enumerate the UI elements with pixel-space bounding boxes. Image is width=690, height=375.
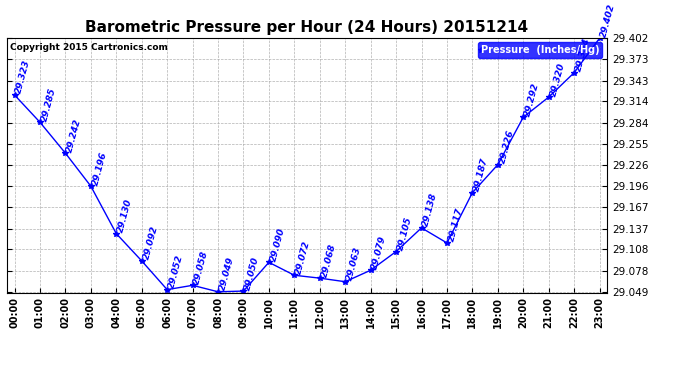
Pressure  (Inches/Hg) (519, 115, 527, 120)
Text: 29.138: 29.138 (422, 192, 439, 228)
Text: 29.285: 29.285 (40, 87, 58, 122)
Text: 29.090: 29.090 (269, 226, 286, 262)
Pressure  (Inches/Hg) (443, 241, 451, 245)
Text: 29.052: 29.052 (167, 254, 185, 290)
Text: 29.196: 29.196 (91, 150, 108, 186)
Text: 29.130: 29.130 (117, 198, 134, 234)
Legend: Pressure  (Inches/Hg): Pressure (Inches/Hg) (478, 42, 602, 58)
Text: 29.092: 29.092 (141, 225, 159, 261)
Text: 29.063: 29.063 (345, 246, 363, 282)
Pressure  (Inches/Hg) (112, 231, 121, 236)
Pressure  (Inches/Hg) (36, 120, 44, 124)
Text: 29.079: 29.079 (371, 234, 388, 270)
Text: 29.226: 29.226 (497, 129, 515, 165)
Text: 29.058: 29.058 (193, 249, 210, 285)
Pressure  (Inches/Hg) (417, 226, 426, 230)
Text: 29.072: 29.072 (295, 240, 312, 275)
Pressure  (Inches/Hg) (265, 260, 273, 265)
Text: 29.292: 29.292 (523, 81, 541, 117)
Pressure  (Inches/Hg) (214, 290, 222, 294)
Pressure  (Inches/Hg) (570, 70, 578, 75)
Text: 29.105: 29.105 (396, 216, 414, 252)
Title: Barometric Pressure per Hour (24 Hours) 20151214: Barometric Pressure per Hour (24 Hours) … (86, 20, 529, 35)
Pressure  (Inches/Hg) (137, 259, 146, 263)
Text: 29.049: 29.049 (218, 256, 236, 292)
Pressure  (Inches/Hg) (61, 151, 70, 155)
Pressure  (Inches/Hg) (239, 289, 248, 293)
Text: 29.320: 29.320 (549, 62, 566, 97)
Pressure  (Inches/Hg) (10, 93, 19, 97)
Pressure  (Inches/Hg) (315, 276, 324, 280)
Line: Pressure  (Inches/Hg): Pressure (Inches/Hg) (12, 36, 602, 294)
Pressure  (Inches/Hg) (87, 184, 95, 189)
Pressure  (Inches/Hg) (392, 249, 400, 254)
Text: 29.068: 29.068 (319, 242, 337, 278)
Pressure  (Inches/Hg) (163, 287, 171, 292)
Pressure  (Inches/Hg) (595, 36, 604, 40)
Pressure  (Inches/Hg) (341, 279, 349, 284)
Text: 29.242: 29.242 (66, 117, 83, 153)
Pressure  (Inches/Hg) (366, 268, 375, 273)
Pressure  (Inches/Hg) (469, 190, 477, 195)
Text: 29.323: 29.323 (14, 59, 32, 95)
Text: 29.187: 29.187 (473, 157, 490, 193)
Text: 29.402: 29.402 (600, 3, 618, 38)
Pressure  (Inches/Hg) (544, 95, 553, 99)
Text: 29.117: 29.117 (447, 207, 464, 243)
Text: 29.050: 29.050 (244, 255, 261, 291)
Text: 29.354: 29.354 (574, 37, 592, 73)
Pressure  (Inches/Hg) (493, 162, 502, 167)
Pressure  (Inches/Hg) (188, 283, 197, 288)
Pressure  (Inches/Hg) (290, 273, 299, 278)
Text: Copyright 2015 Cartronics.com: Copyright 2015 Cartronics.com (10, 43, 168, 52)
